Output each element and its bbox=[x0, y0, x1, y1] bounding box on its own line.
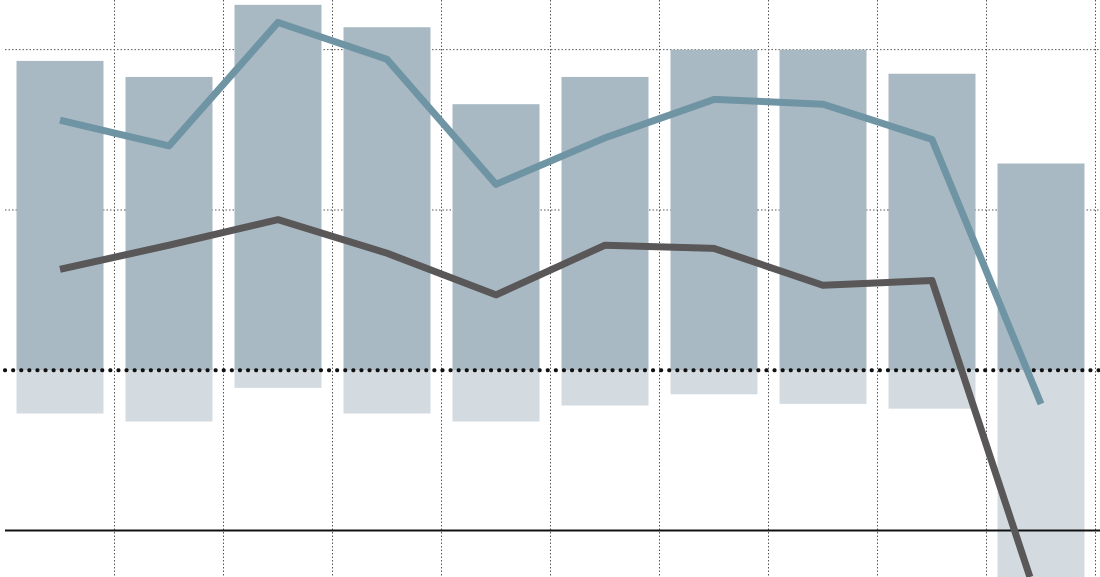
bar-upper-segment bbox=[234, 4, 322, 371]
bar-lower-segment bbox=[125, 370, 213, 422]
bar-upper-segment bbox=[888, 73, 976, 371]
bar-lower-segment bbox=[234, 370, 322, 388]
bar-upper-segment bbox=[997, 163, 1085, 371]
bar-lower-segment bbox=[779, 370, 867, 404]
series-line-1 bbox=[59, 18, 1045, 406]
bar-lower-segment bbox=[997, 370, 1085, 577]
bar-upper-segment bbox=[125, 76, 213, 371]
bar-upper-segment bbox=[561, 76, 649, 371]
bar-lower-segment bbox=[452, 370, 540, 422]
bar-lower-segment bbox=[561, 370, 649, 406]
bar-lower-segment bbox=[16, 370, 104, 414]
bar-lower-segment bbox=[343, 370, 431, 414]
bar-lower-segment bbox=[670, 370, 758, 395]
series-line-2 bbox=[59, 216, 1034, 577]
bar-upper-segment bbox=[16, 60, 104, 371]
bar-upper-segment bbox=[779, 49, 867, 371]
bar-upper-segment bbox=[343, 27, 431, 371]
